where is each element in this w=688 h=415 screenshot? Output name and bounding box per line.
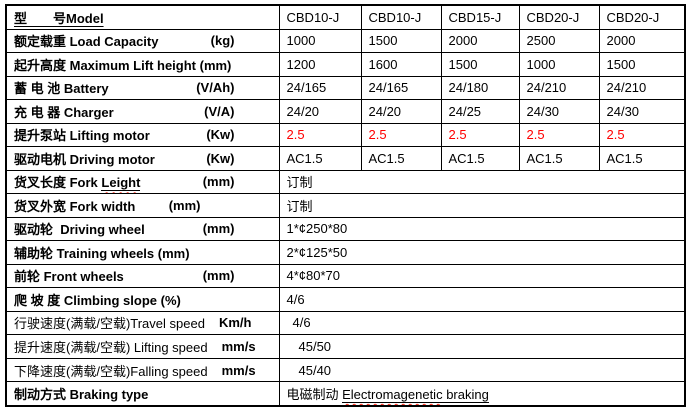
spec-value: 1500 [598,52,686,77]
table-row-lift-height: 起升高度 Maximum Lift height (mm) 1200 1600 … [5,52,686,77]
spec-unit: mm/s [221,338,256,354]
spec-value: 24/25 [440,99,520,124]
spec-label: 提升泵站 Lifting motor [14,128,150,144]
table-row-lifting-motor: 提升泵站 Lifting motor (Kw) 2.5 2.5 2.5 2.5 … [5,122,686,148]
spec-unit: (mm) [202,268,235,284]
spec-label: 型 号Model [14,10,104,26]
spec-value: 1000 [278,28,362,54]
spec-value: 1500 [360,28,442,54]
spec-value: 45/50 [278,334,686,359]
table-row-fork-length: 货叉长度 Fork Leight (mm) 订制 [5,169,686,195]
table-row-driving-motor: 驱动电机 Driving motor (Kw) AC1.5 AC1.5 AC1.… [5,146,686,171]
spec-value: 订制 [278,193,686,218]
spec-value: 24/20 [360,99,442,124]
misspelled-word: Leight [101,175,141,192]
table-row-falling-speed: 下降速度(满载/空载)Falling speed mm/s 45/40 [5,357,686,383]
spec-value: 电磁制动 Electromagenetic braking [278,381,686,407]
spec-value: AC1.5 [360,146,442,171]
spec-value: 24/210 [518,75,600,101]
spec-unit: Km/h [218,315,252,331]
spec-unit: (Kw) [206,150,235,166]
spec-unit: (mm) [202,221,235,237]
spec-value: AC1.5 [440,146,520,171]
spec-value: 24/180 [440,75,520,101]
spec-value: AC1.5 [278,146,362,171]
spec-unit: (kg) [210,33,235,49]
table-row-model: 型 号Model CBD10-J CBD10-J CBD15-J CBD20-J… [5,4,686,30]
spec-value: 2*¢125*50 [278,240,686,265]
spec-label: 提升速度(满载/空载) Lifting speed [14,339,208,355]
braking-value-cn: 电磁制动 [286,387,343,403]
spec-value: 1000 [518,52,600,77]
table-row-battery: 蓄 电 池 Battery (V/Ah) 24/165 24/165 24/18… [5,75,686,101]
spec-value: 1200 [278,52,362,77]
spec-label: 行驶速度(满载/空载)Travel speed [14,316,205,332]
spec-value: 2500 [518,28,600,54]
spec-value-highlighted: 2.5 [440,122,520,148]
spec-label: 爬 坡 度 Climbing slope (%) [14,292,181,308]
spec-value: 45/40 [278,357,686,383]
spec-table: 型 号Model CBD10-J CBD10-J CBD15-J CBD20-J… [5,4,686,407]
braking-value-en: Electromagenetic braking [342,387,489,404]
spec-unit: (mm) [202,174,235,190]
spec-label: 货叉外宽 Fork width [14,198,136,214]
misspelled-word: Electromagenetic [342,387,443,403]
spec-label: 驱动电机 Driving motor [14,151,155,167]
spec-value: 24/30 [518,99,600,124]
spec-value: 2000 [598,28,686,54]
spec-value: 24/20 [278,99,362,124]
spec-value: 2000 [440,28,520,54]
spec-value: 24/165 [278,75,362,101]
spec-value: 4*¢80*70 [278,263,686,289]
table-row-load-capacity: 额定载重 Load Capacity (kg) 1000 1500 2000 2… [5,28,686,54]
spec-label: 辅助轮 Training wheels (mm) [14,245,190,261]
spec-value: CBD20-J [518,4,600,30]
spec-value: 24/165 [360,75,442,101]
table-row-driving-wheel: 驱动轮 Driving wheel (mm) 1*¢250*80 [5,216,686,242]
spec-value: AC1.5 [518,146,600,171]
spec-value: 1*¢250*80 [278,216,686,242]
spec-unit: (Kw) [206,127,235,143]
spec-label: 前轮 Front wheels [14,269,124,285]
spec-value: 4/6 [278,310,686,336]
spec-unit: (V/A) [204,103,235,119]
table-row-fork-width: 货叉外宽 Fork width (mm) 订制 [5,193,686,218]
table-row-braking-type: 制动方式 Braking type 电磁制动 Electromagenetic … [5,381,686,407]
spec-unit: (mm) [168,197,201,213]
spec-value: CBD10-J [360,4,442,30]
spec-value-highlighted: 2.5 [278,122,362,148]
table-row-climbing-slope: 爬 坡 度 Climbing slope (%) 4/6 [5,287,686,312]
spec-value-highlighted: 2.5 [598,122,686,148]
spec-label: 额定载重 Load Capacity [14,34,159,50]
spec-value-highlighted: 2.5 [518,122,600,148]
spec-label: 货叉长度 Fork Leight [14,175,141,192]
table-row-charger: 充 电 器 Charger (V/A) 24/20 24/20 24/25 24… [5,99,686,124]
spec-value: 24/30 [598,99,686,124]
spec-value: 订制 [278,169,686,195]
spec-label: 充 电 器 Charger [14,104,114,120]
spec-value: CBD15-J [440,4,520,30]
spec-value: AC1.5 [598,146,686,171]
spec-value-highlighted: 2.5 [360,122,442,148]
table-row-front-wheels: 前轮 Front wheels (mm) 4*¢80*70 [5,263,686,289]
table-row-training-wheels: 辅助轮 Training wheels (mm) 2*¢125*50 [5,240,686,265]
spec-label: 制动方式 Braking type [14,387,149,403]
spec-unit: (V/Ah) [196,80,235,96]
spec-value: CBD20-J [598,4,686,30]
table-row-lifting-speed: 提升速度(满载/空载) Lifting speed mm/s 45/50 [5,334,686,359]
table-row-travel-speed: 行驶速度(满载/空载)Travel speed Km/h 4/6 [5,310,686,336]
spec-unit: mm/s [221,362,256,378]
spec-value: 4/6 [278,287,686,312]
spec-label: 蓄 电 池 Battery [14,81,109,97]
spec-label: 起升高度 Maximum Lift height (mm) [14,57,232,73]
spec-value: 1600 [360,52,442,77]
spec-label: 下降速度(满载/空载)Falling speed [14,363,208,379]
spec-value: 1500 [440,52,520,77]
spec-label: 驱动轮 Driving wheel [14,222,145,238]
spec-value: CBD10-J [278,4,362,30]
spec-value: 24/210 [598,75,686,101]
